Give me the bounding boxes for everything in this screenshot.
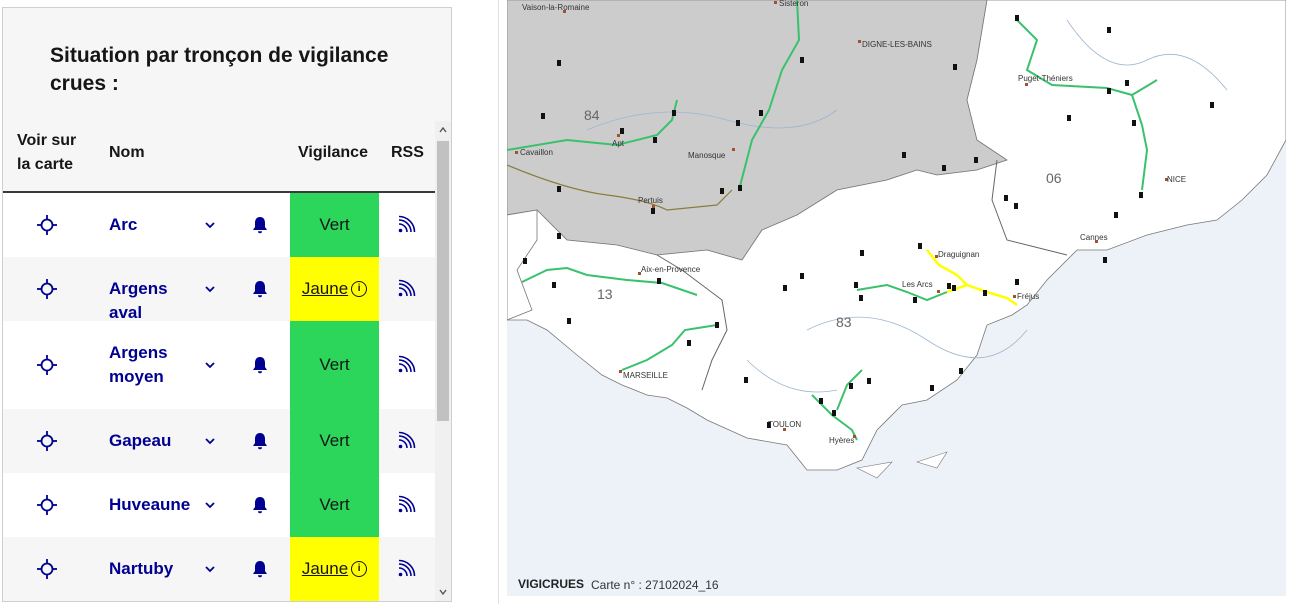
rss-icon[interactable]	[396, 279, 416, 299]
bell-icon[interactable]	[250, 431, 270, 451]
table-row: Nartuby Jaune i	[3, 537, 435, 601]
table-header: Voir sur la carte Nom Vigilance RSS	[3, 121, 435, 193]
city-label: MARSEILLE	[623, 371, 668, 380]
city-label: Les Arcs	[902, 280, 933, 289]
vigilance-label[interactable]: Jaune	[301, 559, 349, 578]
info-icon[interactable]: i	[351, 561, 368, 577]
dept-label: 13	[597, 286, 613, 302]
vigilance-label: Vert	[319, 431, 350, 450]
city-label: Apt	[612, 139, 625, 148]
map-canvas[interactable]: 84 13 83 06 Vaison-la-Romaine Sisteron D…	[507, 0, 1286, 596]
rss-icon[interactable]	[396, 495, 416, 515]
vigilance-map[interactable]: 84 13 83 06 Vaison-la-Romaine Sisteron D…	[507, 0, 1286, 596]
city-label: DIGNE-LES-BAINS	[862, 40, 932, 49]
vigilance-badge: Vert	[290, 473, 379, 537]
bell-icon[interactable]	[250, 559, 270, 579]
dept-label: 06	[1046, 170, 1062, 186]
chevron-down-icon[interactable]	[202, 497, 218, 513]
city-label: Vaison-la-Romaine	[522, 3, 590, 12]
vigilance-badge: Vert	[290, 409, 379, 473]
table-row: Argens moyen Vert	[3, 321, 435, 409]
city-label: Puget-Théniers	[1018, 74, 1073, 83]
city-label: Fréjus	[1017, 292, 1039, 301]
map-card-number: Carte n° : 27102024_16	[591, 578, 719, 592]
row-name-link[interactable]: Nartuby	[109, 559, 174, 578]
city-label: Aix-en-Provence	[641, 265, 701, 274]
rss-icon[interactable]	[396, 215, 416, 235]
crosshair-icon[interactable]	[36, 354, 58, 376]
city-label: Manosque	[688, 151, 726, 160]
city-label: TOULON	[768, 420, 801, 429]
white-region	[507, 0, 1286, 471]
scroll-up-icon[interactable]	[437, 123, 449, 137]
vigilance-badge: Vert	[290, 193, 379, 257]
table-row: Huveaune Vert	[3, 473, 435, 537]
river-huveaune	[621, 324, 718, 371]
rss-icon[interactable]	[396, 559, 416, 579]
bell-icon[interactable]	[250, 495, 270, 515]
row-name-link[interactable]: Argens aval	[109, 279, 168, 322]
city-label: Draguignan	[938, 250, 979, 259]
city-label: Cannes	[1080, 233, 1108, 242]
city-label: Pertuis	[638, 196, 663, 205]
crosshair-icon[interactable]	[36, 214, 58, 236]
bell-icon[interactable]	[250, 279, 270, 299]
bell-icon[interactable]	[250, 355, 270, 375]
chevron-down-icon[interactable]	[202, 433, 218, 449]
divider	[498, 0, 499, 604]
chevron-down-icon[interactable]	[202, 217, 218, 233]
row-name-link[interactable]: Arc	[109, 215, 138, 234]
crosshair-icon[interactable]	[36, 494, 58, 516]
dept-label: 84	[584, 107, 600, 123]
info-icon[interactable]: i	[351, 281, 368, 297]
vigilance-label[interactable]: Jaune	[301, 279, 349, 298]
vigilance-panel: Situation par tronçon de vigilance crues…	[2, 7, 452, 602]
river-arc	[521, 266, 698, 296]
header-locate: Voir sur la carte	[17, 132, 77, 173]
scroll-thumb[interactable]	[437, 141, 449, 421]
vigilance-label: Vert	[319, 495, 350, 514]
vigilance-table: Voir sur la carte Nom Vigilance RSS Arc …	[3, 121, 435, 601]
chevron-down-icon[interactable]	[202, 281, 218, 297]
city-label: Cavaillon	[520, 148, 553, 157]
rss-icon[interactable]	[396, 355, 416, 375]
vigicrues-logo: VIGICRUES	[518, 577, 585, 591]
city-label: NICE	[1167, 175, 1186, 184]
river-durance	[738, 0, 801, 191]
scroll-down-icon[interactable]	[437, 585, 449, 599]
bell-icon[interactable]	[250, 215, 270, 235]
table-row: Arc Vert	[3, 193, 435, 257]
vigilance-badge: Vert	[290, 321, 379, 409]
rss-icon[interactable]	[396, 431, 416, 451]
table-row: Gapeau Vert	[3, 409, 435, 473]
dept-label: 83	[836, 314, 852, 330]
vigilance-label: Vert	[319, 355, 350, 374]
vigilance-badge[interactable]: Jaune i	[290, 537, 379, 601]
header-rss: RSS	[391, 144, 424, 161]
header-vigilance: Vigilance	[298, 144, 368, 161]
panel-title: Situation par tronçon de vigilance crues…	[50, 44, 389, 95]
crosshair-icon[interactable]	[36, 278, 58, 300]
river-nartuby	[926, 249, 968, 286]
vigilance-label: Vert	[319, 215, 350, 234]
row-name-link[interactable]: Argens moyen	[109, 343, 168, 386]
city-label: Sisteron	[779, 0, 808, 8]
crosshair-icon[interactable]	[36, 430, 58, 452]
chevron-down-icon[interactable]	[202, 357, 218, 373]
header-name: Nom	[109, 144, 145, 161]
vigilance-badge[interactable]: Jaune i	[290, 257, 379, 321]
table-row: Argens aval Jaune i	[3, 257, 435, 322]
city-label: Hyères	[829, 436, 854, 445]
river-argens-moyen	[856, 283, 948, 302]
chevron-down-icon[interactable]	[202, 561, 218, 577]
row-name-link[interactable]: Gapeau	[109, 431, 172, 450]
row-name-link[interactable]: Huveaune	[109, 495, 191, 514]
table-scrollbar[interactable]	[435, 121, 451, 601]
crosshair-icon[interactable]	[36, 558, 58, 580]
